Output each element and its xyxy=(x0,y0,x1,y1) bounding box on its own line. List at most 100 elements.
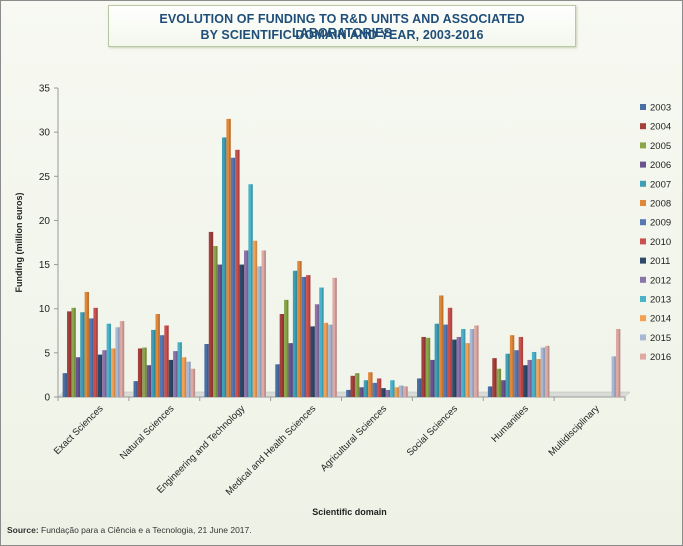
bar-shade xyxy=(291,343,293,397)
bar-2004 xyxy=(137,348,143,397)
bar-shade xyxy=(379,378,382,397)
bar-shade xyxy=(78,357,81,397)
bar-2016 xyxy=(615,329,621,397)
bar-2013 xyxy=(248,184,253,397)
legend-label-2011: 2011 xyxy=(650,256,670,267)
bar-2015 xyxy=(257,266,262,397)
bar-2003 xyxy=(204,344,209,397)
bar-shade xyxy=(313,326,315,397)
bar-2003 xyxy=(62,373,68,397)
bar-shade xyxy=(113,348,116,397)
bar-2008 xyxy=(368,372,373,397)
bar-2003 xyxy=(346,389,351,397)
legend-label-2012: 2012 xyxy=(650,275,671,286)
bar-2010 xyxy=(306,275,311,397)
bar-shade xyxy=(251,184,253,397)
bar-2006 xyxy=(430,359,435,397)
bar-2008 xyxy=(297,261,302,397)
bar-shade xyxy=(224,137,227,397)
bar-shade xyxy=(65,373,68,397)
bar-2010 xyxy=(447,307,453,397)
legend-label-2015: 2015 xyxy=(650,333,671,344)
bar-2011 xyxy=(239,264,244,397)
bar-2014 xyxy=(181,357,187,397)
bar-shade xyxy=(503,380,506,397)
bar-shade xyxy=(184,357,187,397)
bar-2013 xyxy=(461,329,466,397)
legend-swatch-2005 xyxy=(640,142,646,149)
bar-2005 xyxy=(284,299,289,397)
bar-2008 xyxy=(509,335,515,397)
bar-shade xyxy=(375,382,377,397)
bar-shade xyxy=(463,329,466,397)
bar-2012 xyxy=(243,250,249,397)
bar-shade xyxy=(516,350,519,397)
y-tick-label: 15 xyxy=(39,260,51,271)
bar-shade xyxy=(87,291,90,397)
x-category-label: Natural Sciences xyxy=(118,403,177,462)
bar-shade xyxy=(521,336,524,397)
bar-2016 xyxy=(403,386,408,397)
bar-shade xyxy=(69,311,72,397)
bar-shade xyxy=(277,364,280,397)
bar-shade xyxy=(193,368,196,397)
bar-shade xyxy=(330,324,333,397)
bar-2007 xyxy=(151,329,156,397)
bar-shade xyxy=(220,264,222,397)
bar-2010 xyxy=(518,336,524,397)
bar-2007 xyxy=(434,323,440,397)
bar-shade xyxy=(207,344,209,397)
bar-2003 xyxy=(133,381,138,397)
bar-2004 xyxy=(492,358,497,397)
bar-2007 xyxy=(505,353,510,397)
x-category-label: Humanities xyxy=(489,403,531,445)
bar-2009 xyxy=(230,157,236,397)
bar-shade xyxy=(144,347,147,397)
legend-label-2016: 2016 xyxy=(650,352,671,363)
bar-2008 xyxy=(155,314,160,397)
legend-label-2007: 2007 xyxy=(650,179,671,190)
bar-shade xyxy=(618,329,621,397)
bar-2004 xyxy=(421,336,426,397)
legend-label-2008: 2008 xyxy=(650,199,671,210)
bar-2013 xyxy=(319,287,324,397)
bar-shade xyxy=(450,307,453,397)
bar-2011 xyxy=(168,359,174,397)
bar-2003 xyxy=(417,378,422,397)
bar-shade xyxy=(166,325,169,397)
bar-2007 xyxy=(363,380,369,397)
legend-swatch-2007 xyxy=(640,180,646,187)
bar-shade xyxy=(242,264,244,397)
bar-2007 xyxy=(221,137,227,397)
legend-label-2013: 2013 xyxy=(650,295,671,306)
x-axis-title: Scientific domain xyxy=(312,507,387,517)
bar-2013 xyxy=(531,351,537,397)
legend-label-2014: 2014 xyxy=(650,314,671,325)
bar-shade xyxy=(357,373,360,397)
legend-swatch-2013 xyxy=(640,296,646,302)
bar-shade xyxy=(104,350,107,397)
bar-2015 xyxy=(186,361,191,397)
bar-shade xyxy=(472,329,475,397)
bar-shade xyxy=(614,356,616,397)
bar-shade xyxy=(233,157,236,397)
bar-shade xyxy=(494,358,497,397)
bar-2006 xyxy=(217,264,222,397)
bar-shade xyxy=(538,359,541,397)
bar-2004 xyxy=(350,375,355,397)
bar-shade xyxy=(525,365,528,397)
bar-shade xyxy=(255,240,258,397)
bar-2014 xyxy=(111,348,116,397)
bar-2007 xyxy=(80,312,85,397)
bar-2003 xyxy=(275,364,280,397)
y-tick-label: 10 xyxy=(39,304,51,315)
bar-shade xyxy=(366,380,369,397)
bar-2014 xyxy=(323,322,329,397)
legend-swatch-2012 xyxy=(640,276,646,283)
bar-shade xyxy=(437,323,440,397)
source-note: Source: Fundação para a Ciência e a Tecn… xyxy=(7,525,252,535)
bar-shade xyxy=(530,359,532,397)
bar-2009 xyxy=(159,335,165,397)
bar-shade xyxy=(459,336,462,397)
